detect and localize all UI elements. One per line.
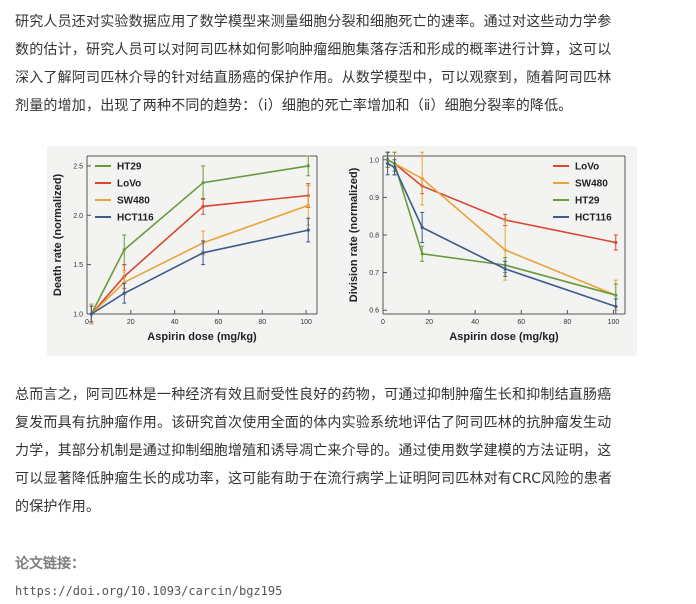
hct116-legend-label: HCT116 [575, 213, 612, 224]
lovo-legend-label: LoVo [575, 162, 599, 173]
hct116-data-point [392, 165, 397, 169]
ht29-legend-label: HT29 [117, 162, 142, 173]
y-tick-label: 1.5 [73, 262, 83, 269]
x-axis-label: Aspirin dose (mg/kg) [147, 331, 257, 343]
hct116-legend-label: HCT116 [117, 213, 154, 224]
death-rate-chart: 0 20 40 60 80 100 1.0 1.5 2.0 2.5 Aspirin dose (mg… [52, 155, 318, 343]
ht29-legend-label: HT29 [575, 196, 600, 207]
x-tick-label: 60 [517, 319, 525, 326]
x-tick-label: 80 [258, 319, 266, 326]
paragraph-2: 总而言之，阿司匹林是一种经济有效且耐受性良好的药物，可通过抑制肿瘤生长和抑制结直… [15, 387, 613, 515]
hct116-data-point [420, 225, 424, 230]
sw480-data-point [503, 248, 507, 252]
hct116-series-line [90, 229, 309, 315]
lovo-data-point [201, 204, 205, 208]
hct116-data-point [122, 291, 126, 295]
hct116-data-point [503, 267, 507, 271]
paragraph-1: 研究人员还对实验数据应用了数学模型来测量细胞分裂和细胞死亡的速率。通过对这些动力… [15, 14, 612, 114]
hct116-data-point [306, 228, 310, 232]
division-rate-chart: 0 20 40 60 80 100 0.6 0.7 0.8 0.9 1.0 Aspirin dose … [348, 151, 626, 343]
figure-panel: 0 20 40 60 80 100 1.0 1.5 2.0 2.5 Aspirin dose (mg… [47, 146, 637, 356]
lovo-data-point [614, 240, 618, 245]
y-tick-label: 0.9 [369, 195, 379, 202]
ht29-data-point [420, 252, 424, 256]
hct116-data-point [386, 161, 390, 166]
lovo-series-line [90, 194, 309, 315]
x-tick-label: 20 [425, 319, 433, 326]
sw480-legend-label: SW480 [575, 179, 608, 190]
y-tick-label: 2.5 [73, 163, 83, 170]
hct116-data-point [614, 304, 618, 309]
ht29-data-point [306, 164, 310, 168]
ht29-data-point [122, 248, 126, 252]
x-tick-label: 20 [127, 319, 135, 326]
y-tick-label: 0.7 [369, 270, 379, 277]
x-tick-label: 40 [471, 319, 479, 326]
x-tick-label: 0 [381, 319, 385, 326]
y-tick-label: 2.0 [73, 213, 83, 220]
y-tick-label: 0.6 [369, 308, 379, 315]
paper-link[interactable]: https://doi.org/10.1093/carcin/bgz195 [15, 584, 283, 598]
ht29-data-point [201, 181, 205, 185]
x-tick-label: 80 [563, 319, 571, 326]
hct116-data-point [201, 251, 205, 255]
x-tick-label: 0 [85, 319, 89, 326]
x-tick-label: 60 [215, 319, 223, 326]
x-tick-label: 100 [608, 319, 620, 326]
y-tick-label: 1.0 [369, 157, 379, 164]
lovo-legend-label: LoVo [117, 179, 141, 190]
sw480-data-point [420, 176, 424, 181]
ht29-data-point [614, 293, 618, 297]
paper-link-label: 论文链接： [15, 556, 85, 572]
y-axis-label: Division rate (normalized) [348, 167, 360, 302]
sw480-data-point [306, 203, 310, 207]
y-axis-label: Death rate (normalized) [52, 174, 64, 297]
sw480-series-line [90, 204, 309, 315]
y-tick-label: 0.8 [369, 233, 379, 240]
sw480-legend-label: SW480 [117, 196, 150, 207]
x-tick-label: 100 [300, 319, 312, 326]
hct116-data-point [89, 312, 93, 316]
x-axis-label: Aspirin dose (mg/kg) [449, 331, 559, 343]
ht29-series-line [90, 165, 309, 315]
y-tick-label: 1.0 [73, 312, 83, 319]
x-tick-label: 40 [171, 319, 179, 326]
